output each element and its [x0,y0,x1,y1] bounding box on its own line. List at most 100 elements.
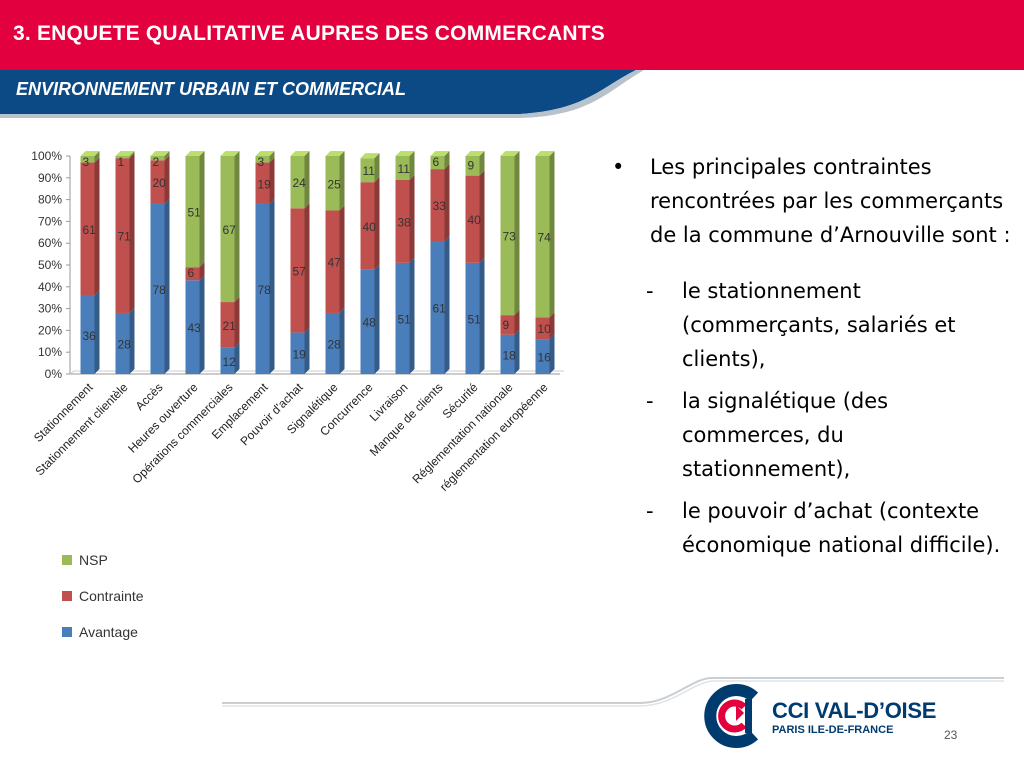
x-tick-label: Stationnement [31,380,96,445]
data-label: 20 [153,176,167,190]
bar-segment [325,210,340,313]
data-label: 71 [118,230,132,244]
data-label: 43 [188,321,202,335]
dash-marker: - [646,499,654,523]
y-tick-label: 100% [31,149,62,163]
bar-top [395,151,415,156]
bar-side [164,151,170,161]
bullet-marker: • [612,155,625,179]
bar-segment [535,156,550,318]
bar-segment [220,347,235,374]
y-tick-label: 90% [38,171,62,185]
bar-segment [500,156,515,316]
data-label: 28 [328,337,342,351]
bar-segment [80,156,95,163]
bar-segment [185,280,200,374]
legend-label: Contrainte [79,588,144,604]
bar-segment [255,162,270,204]
bar-side [444,236,450,374]
bar-side [129,153,135,313]
bar-top [325,151,345,156]
legend-label: Avantage [79,624,138,640]
sub-bullet: - la signalétique (des commerces, du sta… [606,384,1011,486]
bar-segment [360,158,375,183]
bar-side [129,151,135,159]
data-label: 3 [83,155,90,169]
bar-segment [360,182,375,270]
data-label: 78 [258,283,272,297]
bar-side [374,177,380,270]
bar-side [304,203,310,333]
bar-side [94,290,100,374]
data-label: 16 [538,351,552,365]
data-label: 24 [293,176,307,190]
bar-segment [395,179,410,263]
bar-side [409,174,415,263]
bar-top [150,151,170,156]
y-tick-label: 0% [45,367,63,381]
bar-side [409,151,415,180]
sub-bullet-text: la signalétique (des commerces, du stati… [682,389,889,481]
legend-swatch [62,627,72,637]
y-tick-label: 10% [38,345,62,359]
data-label: 10 [538,322,552,336]
data-label: 47 [328,256,342,270]
bar-segment [115,158,130,313]
bar-segment [185,267,200,281]
sub-bullet-text: le stationnement (commerçants, salariés … [682,279,956,371]
y-tick-label: 50% [38,258,62,272]
slide-title: 3. ENQUETE QUALITATIVE AUPRES DES COMMER… [13,22,605,45]
bar-segment [220,156,235,303]
sub-bullet: - le pouvoir d’achat (contexte économiqu… [606,494,1011,562]
data-label: 6 [188,266,195,280]
x-tick-label: Accès [133,380,166,413]
bar-side [514,151,520,316]
bar-side [304,327,310,374]
data-label: 51 [398,312,412,326]
footer-swoosh [222,677,1004,707]
data-label: 9 [468,159,475,173]
bar-side [339,205,345,313]
data-label: 40 [468,213,482,227]
bar-side [479,257,485,374]
bar-top [500,151,520,156]
bar-side [234,151,240,303]
plot-area: 0%10%20%30%40%50%60%70%80%90%100%36613St… [31,149,564,494]
bar-side [234,297,240,348]
bar-side [269,198,275,374]
bar-side [409,257,415,374]
data-label: 19 [258,177,272,191]
data-label: 61 [433,302,447,316]
bar-top [465,151,485,156]
sub-bullet-text: le pouvoir d’achat (contexte économique … [682,499,1001,557]
data-label: 78 [153,283,167,297]
bar-segment [185,156,200,268]
bar-side [199,151,205,268]
y-tick-label: 70% [38,214,62,228]
stacked-bar-chart: 0%10%20%30%40%50%60%70%80%90%100%36613St… [31,149,564,640]
data-label: 48 [363,316,377,330]
bar-side [444,164,450,242]
data-label: 33 [433,199,447,213]
bar-segment [430,156,445,170]
bar-side [479,170,485,263]
bar-side [269,157,275,204]
bar-side [234,342,240,374]
bar-segment [115,156,130,159]
data-label: 74 [538,231,552,245]
bar-segment [325,312,340,374]
bar-side [129,307,135,374]
data-label: 51 [188,206,202,220]
bar-top [220,151,240,156]
bar-side [374,264,380,374]
bar-top [80,151,100,156]
bar-side [269,151,275,163]
bar-segment [150,160,165,204]
y-tick-label: 30% [38,302,62,316]
y-tick-label: 20% [38,323,62,337]
bar-side [549,334,555,374]
bar-segment [395,262,410,374]
y-tick-label: 40% [38,280,62,294]
legend-swatch [62,591,72,601]
data-label: 12 [223,355,237,369]
